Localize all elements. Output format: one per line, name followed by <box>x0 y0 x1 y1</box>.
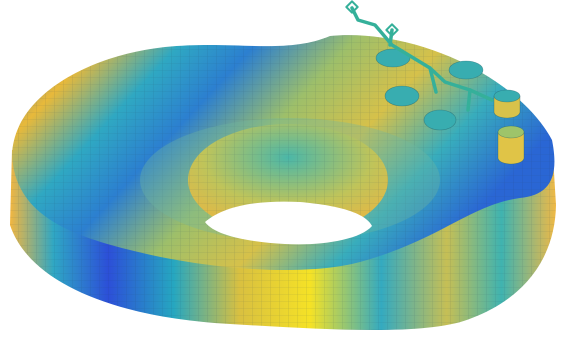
boss <box>375 48 411 68</box>
boss-cylinder <box>497 131 525 165</box>
tube <box>428 66 438 94</box>
boss <box>448 60 484 80</box>
tube <box>388 28 394 47</box>
tube <box>466 88 472 112</box>
hole-opening <box>205 201 372 245</box>
boss <box>423 109 457 131</box>
tube <box>350 6 494 102</box>
tube-end <box>385 23 399 37</box>
tube-network <box>345 0 494 112</box>
bosses <box>375 48 525 165</box>
boss <box>497 125 525 139</box>
boss <box>493 89 521 103</box>
boss <box>384 85 420 107</box>
tube-end <box>345 0 359 14</box>
